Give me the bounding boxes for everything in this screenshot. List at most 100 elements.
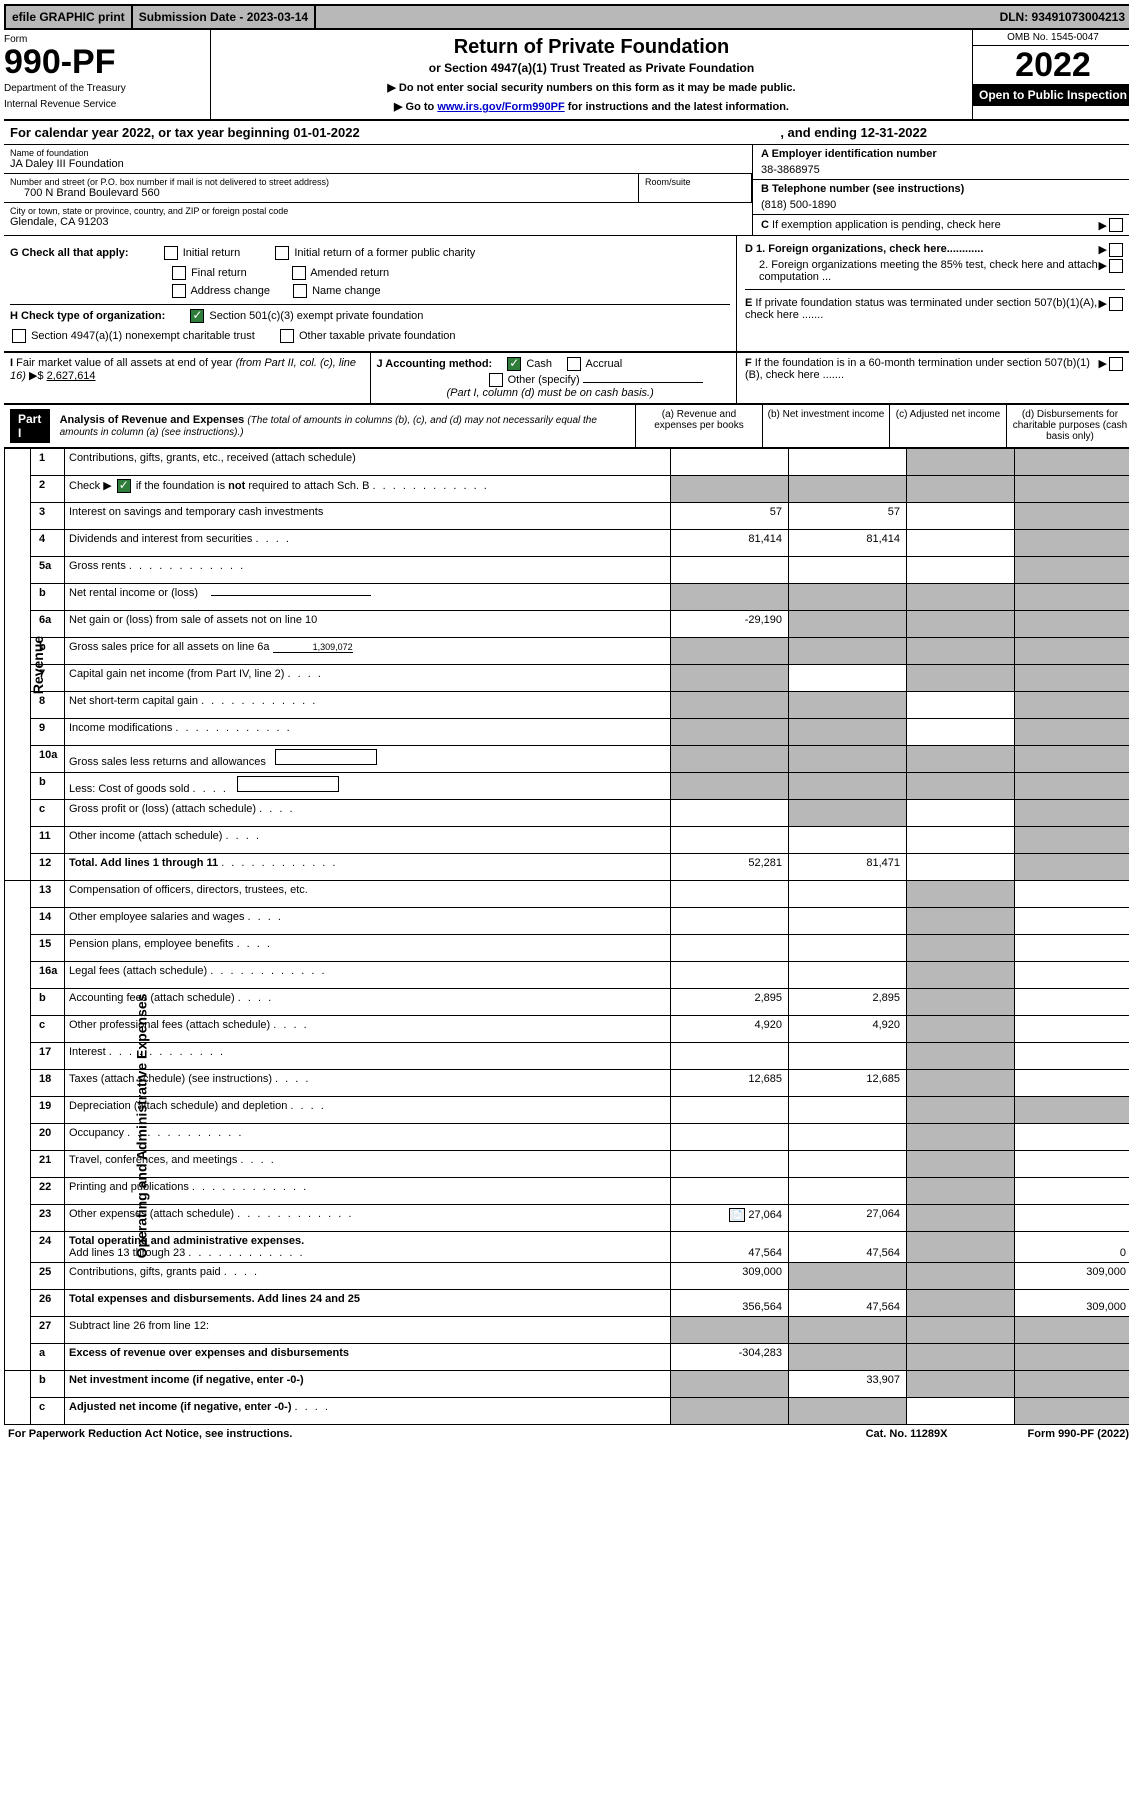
r18-a: 12,685 xyxy=(671,1070,789,1097)
addr-value: 700 N Brand Boulevard 560 xyxy=(10,187,632,199)
r14: Other employee salaries and wages xyxy=(69,911,244,923)
h-501c3-checkbox[interactable] xyxy=(190,309,204,323)
h-4947: Section 4947(a)(1) nonexempt charitable … xyxy=(31,330,255,342)
d1-label: D 1. Foreign organizations, check here..… xyxy=(745,243,983,255)
c-checkbox[interactable] xyxy=(1109,218,1123,232)
r18-b: 12,685 xyxy=(789,1070,907,1097)
city-label: City or town, state or province, country… xyxy=(10,206,746,216)
footer-right: Form 990-PF (2022) xyxy=(1028,1428,1129,1440)
g-final-checkbox[interactable] xyxy=(172,266,186,280)
r4: Dividends and interest from securities xyxy=(69,533,252,545)
r26-a: 356,564 xyxy=(671,1290,789,1317)
r16b-a: 2,895 xyxy=(671,989,789,1016)
r12-a: 52,281 xyxy=(671,854,789,881)
g-addr-checkbox[interactable] xyxy=(172,284,186,298)
irs immlink[interactable]: www.irs.gov/Form990PF xyxy=(437,101,564,113)
name-label: Name of foundation xyxy=(10,148,746,158)
c-label: If exemption application is pending, che… xyxy=(772,219,1001,231)
j-other-checkbox[interactable] xyxy=(489,373,503,387)
j-cash-checkbox[interactable] xyxy=(507,357,521,371)
r5b: Net rental income or (loss) xyxy=(69,587,198,599)
r16a: Legal fees (attach schedule) xyxy=(69,965,207,977)
main-table: Revenue 1 Contributions, gifts, grants, … xyxy=(4,448,1129,1425)
g-addr: Address change xyxy=(190,285,270,297)
r2b: if the foundation is not required to att… xyxy=(136,480,370,492)
r16c: Other professional fees (attach schedule… xyxy=(69,1019,270,1031)
r23-b: 27,064 xyxy=(789,1205,907,1232)
side-revenue: Revenue xyxy=(30,635,46,693)
e-label: If private foundation status was termina… xyxy=(745,297,1097,321)
d2-checkbox[interactable] xyxy=(1109,259,1123,273)
r3-b: 57 xyxy=(789,503,907,530)
r10c: Gross profit or (loss) (attach schedule) xyxy=(69,803,256,815)
r7: Capital gain net income (from Part IV, l… xyxy=(69,668,284,680)
r16c-a: 4,920 xyxy=(671,1016,789,1043)
g-name-checkbox[interactable] xyxy=(293,284,307,298)
f-checkbox[interactable] xyxy=(1109,357,1123,371)
r6a-a: -29,190 xyxy=(671,611,789,638)
city-value: Glendale, CA 91203 xyxy=(10,216,746,228)
r23: Other expenses (attach schedule) xyxy=(69,1208,234,1220)
phone-label: B Telephone number (see instructions) xyxy=(761,183,964,195)
r22: Printing and publications xyxy=(69,1181,189,1193)
g-amended-checkbox[interactable] xyxy=(292,266,306,280)
r24-d: 0 xyxy=(1015,1232,1129,1263)
g-final: Final return xyxy=(191,267,247,279)
r5a: Gross rents xyxy=(69,560,126,572)
r27a-a: -304,283 xyxy=(671,1344,789,1371)
submission-date: Submission Date - 2023-03-14 xyxy=(133,6,316,28)
cal-year-end: , and ending 12-31-2022 xyxy=(780,125,927,140)
addr-label: Number and street (or P.O. box number if… xyxy=(10,177,632,187)
r18: Taxes (attach schedule) (see instruction… xyxy=(69,1073,272,1085)
efile-button[interactable]: efile GRAPHIC print xyxy=(6,6,133,28)
r12-b: 81,471 xyxy=(789,854,907,881)
d1-checkbox[interactable] xyxy=(1109,243,1123,257)
r11: Other income (attach schedule) xyxy=(69,830,222,842)
h-other: Other taxable private foundation xyxy=(299,330,456,342)
h-other-checkbox[interactable] xyxy=(280,329,294,343)
r20: Occupancy xyxy=(69,1127,124,1139)
r4-a: 81,414 xyxy=(671,530,789,557)
footer-left: For Paperwork Reduction Act Notice, see … xyxy=(8,1428,292,1440)
r13: Compensation of officers, directors, tru… xyxy=(65,881,671,908)
side-expenses: Operating and Administrative Expenses xyxy=(133,993,149,1258)
e-checkbox[interactable] xyxy=(1109,297,1123,311)
h-4947-checkbox[interactable] xyxy=(12,329,26,343)
r6a: Net gain or (loss) from sale of assets n… xyxy=(65,611,671,638)
omb-number: OMB No. 1545-0047 xyxy=(973,30,1129,46)
col-b-header: (b) Net investment income xyxy=(762,405,889,447)
instr-2: ▶ Go to www.irs.gov/Form990PF for instru… xyxy=(215,100,968,113)
form-subtitle: or Section 4947(a)(1) Trust Treated as P… xyxy=(215,61,968,75)
info-grid: Name of foundation JA Daley III Foundati… xyxy=(4,145,1129,236)
col-a-header: (a) Revenue and expenses per books xyxy=(635,405,762,447)
r9: Income modifications xyxy=(69,722,172,734)
r27: Subtract line 26 from line 12: xyxy=(65,1317,671,1344)
r24b: Add lines 13 through 23 xyxy=(69,1247,185,1259)
g-name: Name change xyxy=(312,285,381,297)
r24-b: 47,564 xyxy=(789,1232,907,1263)
room-label: Room/suite xyxy=(645,177,745,187)
spacer xyxy=(316,6,993,28)
j-accrual-checkbox[interactable] xyxy=(567,357,581,371)
footer-mid: Cat. No. 11289X xyxy=(866,1428,948,1440)
r4-b: 81,414 xyxy=(789,530,907,557)
dept-treasury: Department of the Treasury xyxy=(4,83,204,95)
r6b: Gross sales price for all assets on line… xyxy=(69,641,270,653)
r10a: Gross sales less returns and allowances xyxy=(69,756,266,768)
i-value: 2,627,614 xyxy=(47,370,96,382)
r27b-b: 33,907 xyxy=(789,1371,907,1398)
r25-d: 309,000 xyxy=(1015,1263,1129,1290)
g-initial-former-checkbox[interactable] xyxy=(275,246,289,260)
r2a: Check ▶ xyxy=(69,480,112,492)
ein-value: 38-3868975 xyxy=(761,164,1125,176)
r3: Interest on savings and temporary cash i… xyxy=(65,503,671,530)
r16b-b: 2,895 xyxy=(789,989,907,1016)
g-initial-former: Initial return of a former public charit… xyxy=(294,247,475,259)
f-label: If the foundation is in a 60-month termi… xyxy=(745,357,1090,381)
g-initial-checkbox[interactable] xyxy=(164,246,178,260)
r2-checkbox[interactable] xyxy=(117,479,131,493)
dept-irs: Internal Revenue Service xyxy=(4,99,204,111)
schedule-icon[interactable]: 📄 xyxy=(729,1208,745,1222)
h-label: H Check type of organization: xyxy=(10,310,165,322)
r15: Pension plans, employee benefits xyxy=(69,938,234,950)
